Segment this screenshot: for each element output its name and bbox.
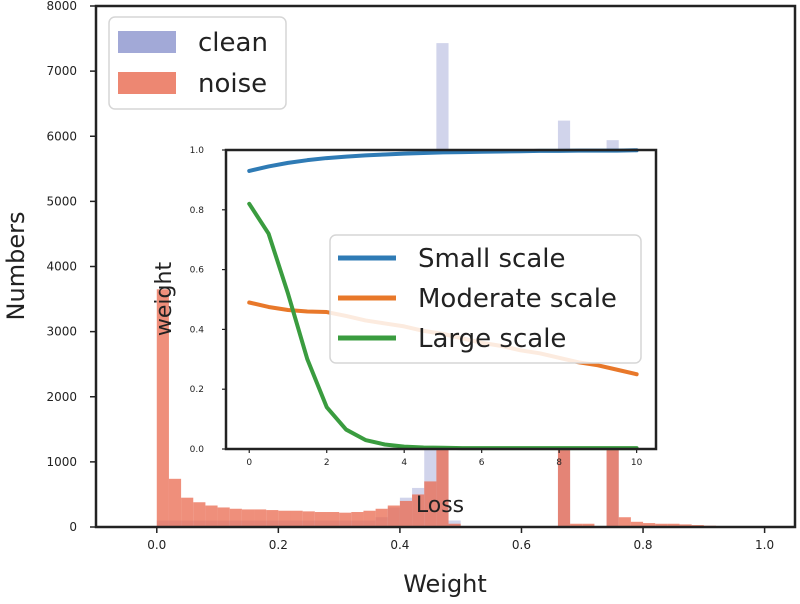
- bar-noise-6: [229, 508, 242, 527]
- inset-y-tick-label-0: 0.0: [190, 445, 205, 455]
- bar-noise-9: [266, 510, 279, 527]
- legend-swatch-noise: [118, 72, 176, 94]
- inset-x-tick-label-3: 6: [479, 458, 485, 468]
- legend-label-noise: noise: [198, 69, 267, 99]
- inset-y-tick-label-1: 0.2: [190, 385, 204, 395]
- bar-noise-19: [387, 505, 400, 527]
- main-x-axis-label: Weight: [403, 570, 487, 598]
- inset-legend-label-2: Large scale: [418, 324, 566, 354]
- main-y-tick-label-6: 6000: [46, 129, 77, 143]
- inset-legend: Small scale Moderate scale Large scale: [329, 234, 642, 364]
- bar-noise-10: [278, 510, 291, 527]
- bar-noise-40: [643, 523, 656, 527]
- bar-noise-41: [655, 523, 668, 527]
- bar-noise-5: [217, 507, 230, 527]
- bar-noise-16: [351, 512, 364, 527]
- legend-swatch-clean: [118, 31, 176, 53]
- inset-x-axis-label: Loss: [416, 493, 464, 518]
- main-y-tick-label-1: 1000: [46, 455, 77, 469]
- main-x-tick-label-1: 0.2: [269, 538, 288, 552]
- bar-noise-8: [254, 509, 267, 527]
- main-y-tick-label-0: 0: [69, 520, 77, 534]
- bar-noise-14: [326, 512, 340, 527]
- main-x-tick-label-3: 0.6: [512, 538, 531, 552]
- inset-x-tick-label-5: 10: [631, 458, 643, 468]
- main-y-tick-label-3: 3000: [46, 325, 77, 339]
- inset-y-tick-label-3: 0.6: [190, 266, 205, 276]
- bar-noise-35: [582, 523, 595, 527]
- main-y-tick-label-4: 4000: [46, 260, 77, 274]
- bar-noise-22: [424, 481, 437, 527]
- inset-legend-label-1: Moderate scale: [418, 284, 617, 314]
- bar-noise-0: [156, 289, 169, 527]
- bar-noise-42: [667, 523, 680, 527]
- bar-noise-34: [570, 523, 583, 527]
- inset-y-axis-label: weight: [152, 262, 177, 337]
- bar-noise-4: [205, 505, 218, 527]
- main-legend: clean noise: [108, 16, 287, 110]
- bar-noise-24: [448, 523, 461, 527]
- main-y-axis-label: Numbers: [2, 212, 30, 321]
- bar-noise-39: [630, 521, 644, 527]
- main-y-tick-label-5: 5000: [46, 194, 77, 208]
- bar-noise-38: [618, 517, 631, 527]
- bar-noise-17: [363, 510, 376, 527]
- inset-x-tick-label-4: 8: [556, 458, 562, 468]
- inset-y-tick-label-5: 1.0: [190, 146, 205, 156]
- main-y-tick-label-8: 8000: [46, 0, 77, 13]
- inset-y-tick-label-4: 0.8: [190, 206, 205, 216]
- main-x-tick-label-4: 0.8: [633, 538, 652, 552]
- inset-x-tick-label-2: 4: [401, 458, 407, 468]
- bar-noise-7: [241, 509, 255, 527]
- main-axis-ticks: 0.0 0.2 0.4 0.6 0.8 1.0 0 1000 2000 3000 4000 5000 6…: [46, 0, 774, 552]
- bar-noise-43: [679, 524, 692, 527]
- inset-chart: 0 2 4 6 8 10 0.0 0.2 0.4 0.6 0.8 1.0 Loss weight Sm…: [152, 146, 658, 518]
- bar-noise-1: [168, 478, 182, 527]
- main-x-tick-label-0: 0.0: [147, 538, 166, 552]
- inset-legend-label-0: Small scale: [418, 244, 565, 274]
- inset-axis-ticks: 0 2 4 6 8 10 0.0 0.2 0.4 0.6 0.8 1.0: [190, 146, 643, 468]
- inset-x-tick-label-0: 0: [246, 458, 252, 468]
- bar-noise-13: [314, 512, 327, 527]
- bar-noise-21: [412, 494, 425, 527]
- inset-legend-box: [329, 234, 642, 364]
- bar-noise-18: [375, 508, 388, 527]
- main-y-tick-label-2: 2000: [46, 390, 77, 404]
- main-x-tick-label-2: 0.4: [390, 538, 409, 552]
- main-y-tick-label-7: 7000: [46, 64, 77, 78]
- inset-plot-frame: [224, 148, 658, 451]
- bar-noise-20: [399, 500, 413, 527]
- main-x-tick-label-5: 1.0: [755, 538, 774, 552]
- bar-noise-2: [181, 497, 194, 527]
- bar-noise-12: [302, 511, 315, 527]
- bar-noise-15: [339, 512, 352, 527]
- legend-label-clean: clean: [198, 28, 268, 58]
- bar-noise-3: [193, 502, 206, 527]
- inset-y-tick-label-2: 0.4: [190, 325, 205, 335]
- inset-x-tick-label-1: 2: [324, 458, 330, 468]
- bar-noise-11: [290, 510, 303, 527]
